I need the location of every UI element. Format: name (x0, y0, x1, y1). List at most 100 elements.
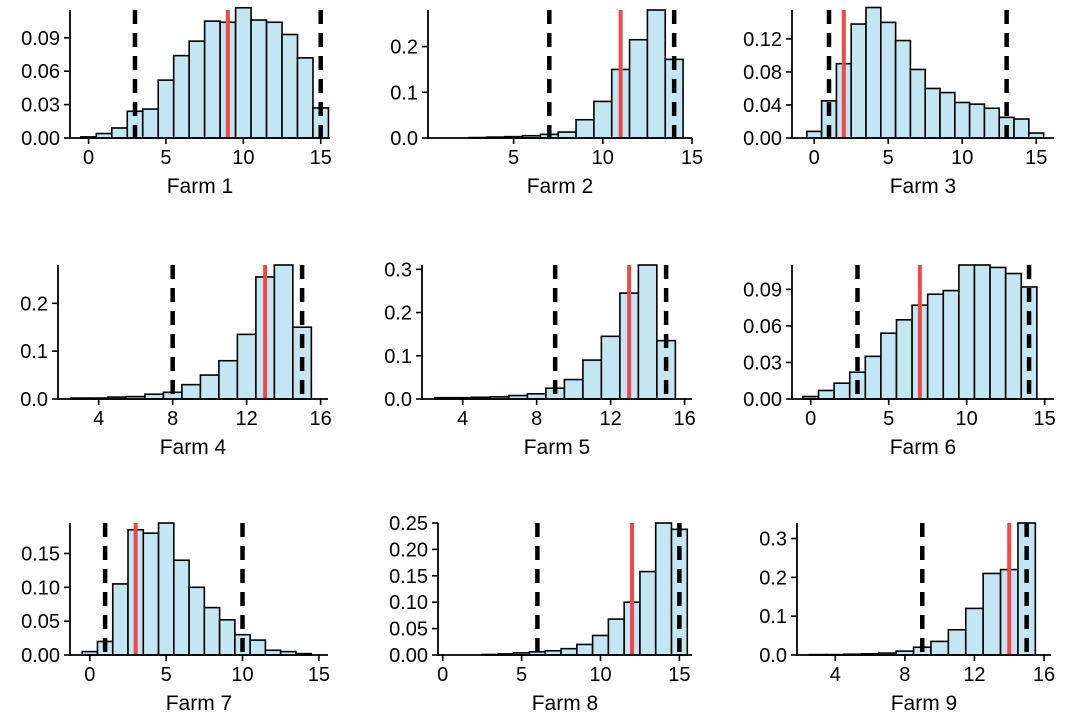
y-tick-label: 0.15 (21, 543, 60, 565)
histogram-bar (188, 586, 206, 656)
y-tick-label: 0.2 (384, 303, 412, 325)
histogram-bar (947, 628, 967, 656)
histogram-bar (234, 6, 252, 139)
histogram-bar (833, 382, 851, 400)
x-tick-label: 15 (1034, 408, 1056, 430)
histogram-bar (600, 335, 621, 400)
histogram-bar (576, 643, 594, 656)
histogram-bar (1017, 522, 1037, 656)
x-axis-label: Farm 2 (527, 175, 594, 198)
histogram-bar (865, 6, 882, 139)
x-axis-label: Farm 4 (160, 436, 227, 459)
histogram-bar (909, 68, 927, 139)
y-tick-label: 0.00 (743, 128, 782, 150)
x-tick-label: 0 (805, 408, 816, 430)
histogram-bar (806, 130, 823, 139)
panel-farm-4: 4 8 12 16 0.0 0.1 0.2 Farm 4 (20, 264, 332, 459)
histogram-bar (880, 332, 898, 400)
panel-farm-1: 0 5 10 15 0.00 0.03 0.06 0.09 Farm 1 (21, 6, 332, 198)
x-tick-label: 4 (457, 408, 468, 430)
x-tick-label: 10 (231, 664, 253, 686)
y-tick-label: 0.0 (390, 128, 418, 150)
histogram-bar (942, 289, 960, 400)
x-tick-label: 16 (673, 408, 695, 430)
y-tick-label: 0.0 (384, 389, 412, 411)
x-tick-label: 5 (161, 664, 172, 686)
histogram-bar (983, 107, 1001, 139)
histogram-bar (989, 266, 1007, 400)
y-tick-label: 0.00 (21, 128, 60, 150)
x-axis-label: Farm 3 (890, 175, 957, 198)
y-tick-label: 0.06 (743, 316, 782, 338)
histogram-bar (265, 21, 283, 139)
histogram-bar (926, 293, 945, 400)
y-tick-label: 0.09 (743, 279, 782, 301)
x-tick-label: 8 (531, 408, 542, 430)
histogram-bar (864, 355, 882, 400)
y-tick-label: 0.3 (384, 259, 412, 281)
y-tick-label: 0.3 (759, 529, 787, 551)
x-tick-label: 16 (309, 408, 331, 430)
y-tick-label: 0.05 (389, 619, 428, 641)
y-tick-label: 0.2 (759, 567, 787, 589)
histogram-bar (593, 100, 613, 139)
histogram-bar (250, 19, 268, 139)
x-tick-label: 10 (592, 147, 614, 169)
x-tick-label: 16 (1033, 664, 1055, 686)
y-tick-label: 0.1 (390, 82, 418, 104)
histogram-bar (157, 522, 175, 656)
y-tick-label: 0.0 (759, 645, 787, 667)
histogram-bar (982, 572, 1002, 656)
histogram-bar (142, 532, 160, 656)
histogram-bar (1004, 272, 1023, 400)
panel-farm-2: 5 10 15 0.0 0.1 0.2 Farm 2 (390, 9, 703, 198)
histogram-bar (924, 87, 941, 139)
y-tick-label: 0.12 (743, 29, 782, 51)
histogram-bar (141, 108, 160, 139)
panel-farm-7: 0 5 10 15 0.00 0.05 0.10 0.15 Farm 7 (21, 522, 330, 715)
histogram-bar (607, 618, 625, 656)
x-tick-label: 10 (956, 408, 978, 430)
y-tick-label: 0.2 (390, 37, 418, 59)
histogram-bar (110, 127, 129, 139)
x-tick-label: 10 (232, 147, 254, 169)
histogram-bar (850, 23, 867, 139)
histogram-bar (973, 264, 991, 400)
x-tick-label: 8 (899, 664, 910, 686)
y-tick-label: 0.06 (21, 61, 60, 83)
histogram-bar (968, 103, 986, 139)
y-tick-label: 0.00 (389, 645, 428, 667)
histogram-bar (111, 583, 129, 656)
x-axis-label: Farm 1 (167, 175, 234, 198)
histogram-bar (639, 570, 657, 656)
x-tick-label: 12 (600, 408, 622, 430)
y-tick-label: 0.10 (21, 577, 60, 599)
y-tick-label: 0.2 (20, 293, 48, 315)
y-tick-label: 0.1 (384, 346, 412, 368)
x-tick-label: 0 (809, 147, 820, 169)
y-tick-label: 0.1 (20, 341, 48, 363)
y-tick-label: 0.08 (743, 62, 782, 84)
x-tick-label: 10 (951, 147, 973, 169)
panel-farm-8: 0 5 10 15 0.00 0.05 0.10 0.15 0.20 0.25 Farm 8 (389, 513, 692, 715)
histogram-bar (895, 319, 913, 400)
y-tick-label: 0.20 (389, 539, 428, 561)
histogram-bar (894, 39, 912, 139)
y-tick-label: 0.0 (20, 389, 48, 411)
histogram-bar (563, 378, 584, 400)
x-tick-label: 0 (437, 664, 448, 686)
histogram-bar (628, 38, 649, 139)
x-axis-label: Farm 8 (532, 692, 599, 715)
y-tick-label: 0.15 (389, 566, 428, 588)
x-tick-label: 8 (167, 408, 178, 430)
x-tick-label: 0 (84, 664, 95, 686)
histogram-bar (560, 647, 578, 656)
histogram-bar (281, 33, 299, 139)
panel-farm-3: 0 5 10 15 0.00 0.04 0.08 0.12 Farm 3 (743, 6, 1054, 198)
histogram-bar (582, 359, 603, 400)
histogram-bar (172, 54, 190, 139)
x-tick-label: 4 (93, 408, 104, 430)
histogram-bar (930, 640, 950, 656)
x-tick-label: 15 (681, 147, 703, 169)
